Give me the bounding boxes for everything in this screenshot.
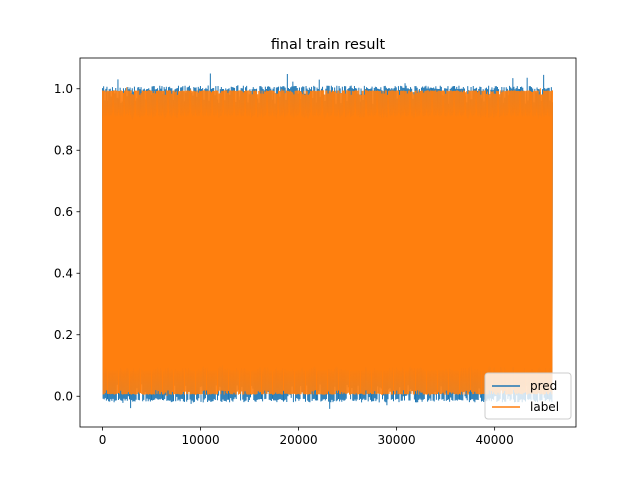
y-tick-label: 0.6 — [54, 205, 73, 219]
chart-title: final train result — [271, 37, 386, 53]
legend-label-pred: pred — [530, 379, 557, 393]
legend: pred label — [484, 372, 572, 420]
y-tick-label: 0.0 — [54, 389, 73, 403]
x-tick-label: 30000 — [378, 433, 416, 447]
axes-frame — [79, 57, 577, 428]
x-tick-label: 20000 — [279, 433, 317, 447]
x-tick-label: 10000 — [181, 433, 219, 447]
legend-label-label: label — [530, 400, 559, 414]
axes: 0 10000 20000 30000 40000 0.0 0.2 0.4 0.6 0.8 1.0 — [54, 57, 577, 447]
y-tick-label: 1.0 — [54, 82, 73, 96]
x-tick-label: 40000 — [476, 433, 514, 447]
plot-area — [102, 73, 553, 409]
y-tick-label: 0.4 — [54, 266, 73, 280]
series-label-line — [102, 87, 553, 397]
y-tick-label: 0.8 — [54, 143, 73, 157]
y-tick-label: 0.2 — [54, 328, 73, 342]
x-tick-label: 0 — [99, 433, 107, 447]
